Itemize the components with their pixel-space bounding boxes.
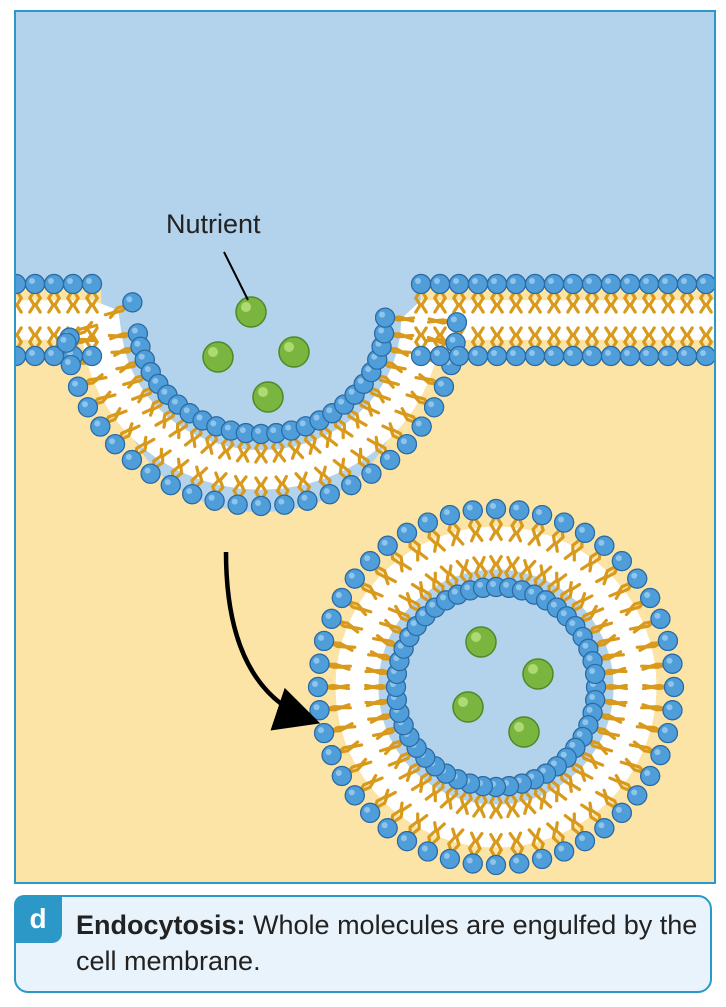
nutrient-label: Nutrient [166,209,261,240]
caption-box: d Endocytosis: Whole molecules are engul… [14,895,712,993]
panel-letter-badge: d [14,895,62,943]
caption-text: Endocytosis: Whole molecules are engulfe… [76,907,698,980]
figure-frame: Nutrient d Endocytosis: Whole molecules … [0,0,726,1007]
diagram-area: Nutrient [14,10,716,884]
caption-bold: Endocytosis: [76,910,246,940]
diagram-svg [16,12,714,882]
